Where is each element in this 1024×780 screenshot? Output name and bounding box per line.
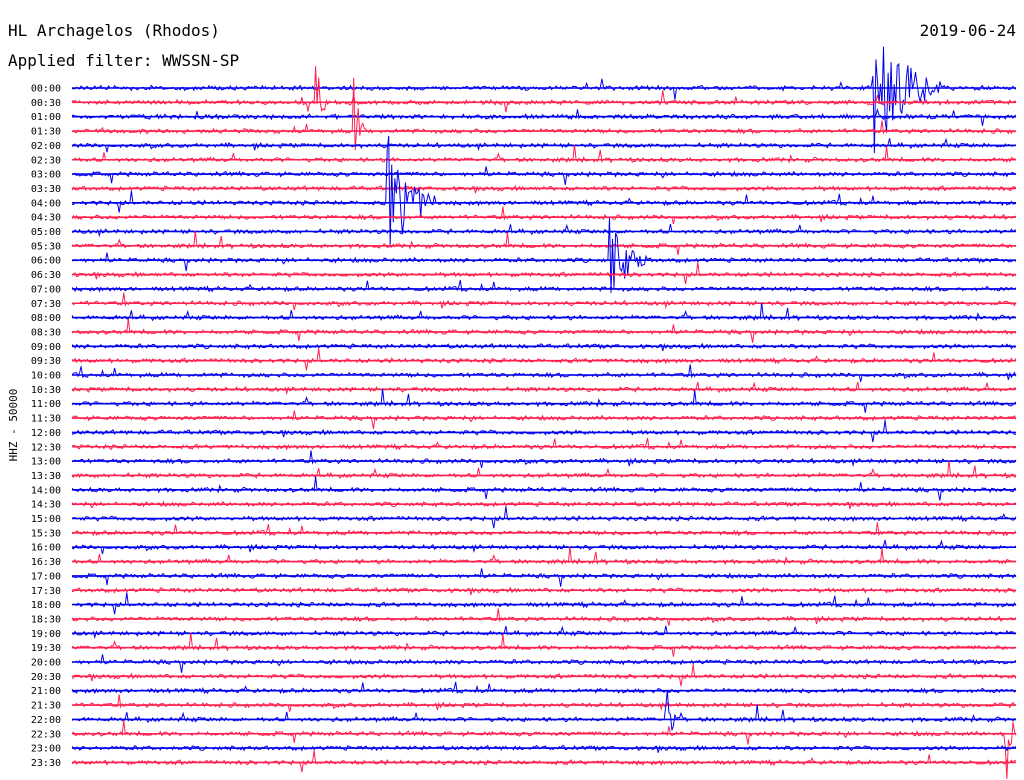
row-time-label: 04:00 (31, 198, 61, 209)
seismic-trace (71, 546, 1017, 566)
row-time-label: 00:00 (31, 84, 61, 95)
row-time-label: 20:00 (31, 658, 61, 669)
seismic-trace (71, 262, 1017, 285)
seismic-trace (71, 450, 1017, 469)
row-time-label: 17:30 (31, 586, 61, 597)
row-time-label: 04:30 (31, 213, 61, 224)
row-time-label: 12:30 (31, 442, 61, 453)
seismic-trace (71, 381, 1017, 396)
seismic-trace (71, 632, 1017, 657)
row-time-label: 15:30 (31, 528, 61, 539)
row-time-label: 18:00 (31, 600, 61, 611)
seismic-trace (71, 750, 1017, 773)
chart-subtitle: Applied filter: WWSSN-SP (8, 51, 239, 70)
chart-date: 2019-06-24 (920, 21, 1016, 40)
row-time-label: 02:00 (31, 141, 61, 152)
row-time-label: 20:30 (31, 672, 61, 683)
row-time-label: 22:30 (31, 729, 61, 740)
y-axis-label: HHZ - 50000 (7, 389, 20, 462)
row-time-label: 09:30 (31, 356, 61, 367)
seismic-trace (71, 586, 1017, 596)
seismic-trace (71, 292, 1017, 311)
chart-title: HL Archagelos (Rhodos) (8, 21, 220, 40)
row-time-label: 06:00 (31, 256, 61, 267)
seismic-trace (71, 506, 1017, 529)
row-time-labels: 00:00 00:30 01:00 01:30 02:00 02:30 03:00 03:30… (31, 84, 61, 769)
row-time-label: 15:00 (31, 514, 61, 525)
row-time-label: 08:30 (31, 327, 61, 338)
row-time-label: 05:00 (31, 227, 61, 238)
seismic-trace (71, 230, 1017, 255)
seismic-trace (71, 664, 1017, 687)
row-time-label: 17:00 (31, 571, 61, 582)
seismic-trace (71, 608, 1017, 626)
row-time-label: 23:30 (31, 758, 61, 769)
row-time-label: 11:30 (31, 414, 61, 425)
seismic-trace (71, 592, 1017, 615)
row-time-label: 12:00 (31, 428, 61, 439)
seismic-trace (71, 568, 1017, 587)
row-time-label: 06:30 (31, 270, 61, 281)
seismic-trace (71, 744, 1017, 753)
row-time-label: 10:00 (31, 371, 61, 382)
row-time-label: 21:30 (31, 701, 61, 712)
row-time-label: 03:00 (31, 170, 61, 181)
row-time-label: 13:00 (31, 457, 61, 468)
seismic-trace (71, 388, 1017, 413)
row-time-label: 01:30 (31, 127, 61, 138)
seismic-trace (71, 279, 1017, 293)
row-time-label: 02:30 (31, 155, 61, 166)
row-time-label: 21:00 (31, 686, 61, 697)
seismic-trace (71, 654, 1017, 673)
seismic-trace (71, 318, 1017, 343)
row-time-label: 07:30 (31, 299, 61, 310)
row-time-label: 01:00 (31, 112, 61, 123)
row-time-label: 08:00 (31, 313, 61, 324)
row-time-label: 22:00 (31, 715, 61, 726)
row-time-label: 23:00 (31, 744, 61, 755)
seismic-trace (71, 206, 1017, 225)
row-time-label: 09:00 (31, 342, 61, 353)
seismic-trace (71, 348, 1017, 371)
row-time-label: 19:00 (31, 629, 61, 640)
row-time-label: 11:00 (31, 399, 61, 410)
seismic-trace (71, 690, 1017, 731)
row-time-label: 03:30 (31, 184, 61, 195)
seismic-trace (71, 420, 1017, 443)
seismic-trace (71, 410, 1017, 429)
seismic-trace (71, 476, 1017, 501)
row-time-label: 14:00 (31, 485, 61, 496)
seismic-trace (71, 694, 1017, 712)
row-time-label: 16:00 (31, 543, 61, 554)
seismic-trace (71, 184, 1017, 194)
row-time-label: 05:30 (31, 241, 61, 252)
seismic-trace (71, 364, 1017, 382)
seismic-trace (71, 223, 1017, 238)
row-time-label: 00:30 (31, 98, 61, 109)
trace-group (71, 46, 1017, 779)
row-time-label: 19:30 (31, 643, 61, 654)
seismic-trace (71, 217, 1017, 293)
seismic-trace (71, 500, 1017, 510)
row-time-label: 16:30 (31, 557, 61, 568)
seismic-trace (71, 625, 1017, 640)
seismic-trace (71, 166, 1017, 185)
row-time-label: 07:00 (31, 284, 61, 295)
seismic-trace (71, 342, 1017, 352)
row-time-label: 14:30 (31, 500, 61, 511)
row-time-label: 13:30 (31, 471, 61, 482)
row-time-label: 18:30 (31, 614, 61, 625)
seismic-trace (71, 681, 1017, 695)
row-time-label: 10:30 (31, 385, 61, 396)
